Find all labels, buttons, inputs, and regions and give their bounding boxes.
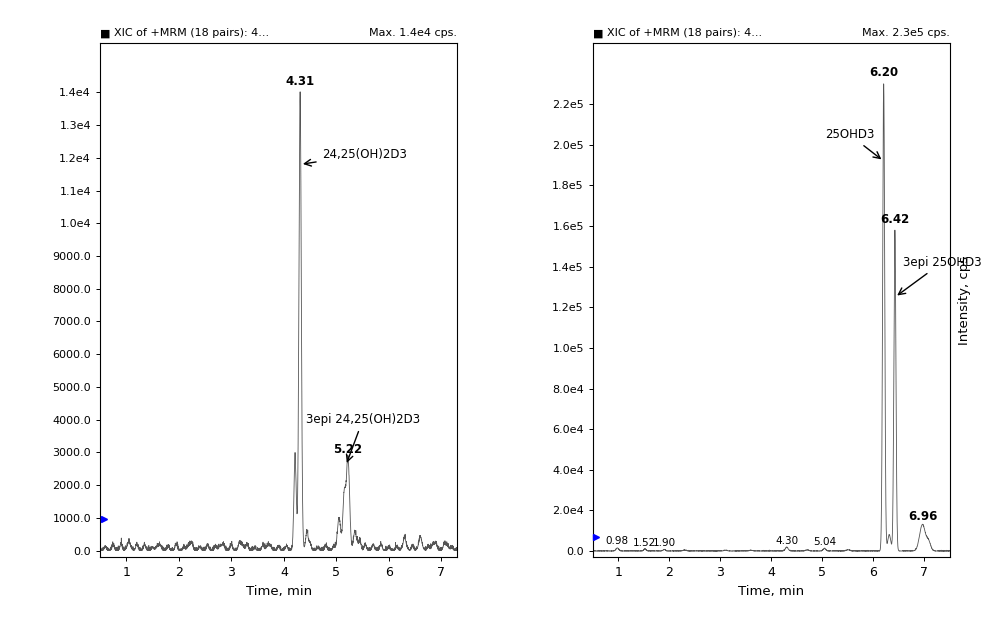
X-axis label: Time, min: Time, min xyxy=(246,585,312,598)
Text: 5.04: 5.04 xyxy=(813,537,836,547)
Text: 6.96: 6.96 xyxy=(908,509,937,522)
Text: XIC of +MRM (18 pairs): 4...: XIC of +MRM (18 pairs): 4... xyxy=(114,28,269,38)
Text: 1.90: 1.90 xyxy=(653,538,676,548)
Text: XIC of +MRM (18 pairs): 4...: XIC of +MRM (18 pairs): 4... xyxy=(607,28,762,38)
Text: ■: ■ xyxy=(100,28,110,38)
Text: 1.52: 1.52 xyxy=(633,537,657,548)
Text: 6.20: 6.20 xyxy=(869,66,898,79)
Text: Max. 2.3e5 cps.: Max. 2.3e5 cps. xyxy=(862,28,950,38)
Text: 24,25(OH)2D3: 24,25(OH)2D3 xyxy=(304,148,407,166)
Y-axis label: Intensity, cps: Intensity, cps xyxy=(958,256,971,345)
Text: 4.30: 4.30 xyxy=(775,535,798,546)
Text: 25OHD3: 25OHD3 xyxy=(825,128,880,158)
Text: ■: ■ xyxy=(593,28,603,38)
Text: 4.31: 4.31 xyxy=(286,74,315,87)
Text: 3epi 24,25(OH)2D3: 3epi 24,25(OH)2D3 xyxy=(306,413,420,461)
Text: 6.42: 6.42 xyxy=(880,213,910,226)
X-axis label: Time, min: Time, min xyxy=(738,585,804,598)
Text: 5.22: 5.22 xyxy=(333,443,362,456)
Text: 0.98: 0.98 xyxy=(606,536,629,547)
Text: Max. 1.4e4 cps.: Max. 1.4e4 cps. xyxy=(369,28,457,38)
Text: 3epi 25OHD3: 3epi 25OHD3 xyxy=(898,256,981,295)
